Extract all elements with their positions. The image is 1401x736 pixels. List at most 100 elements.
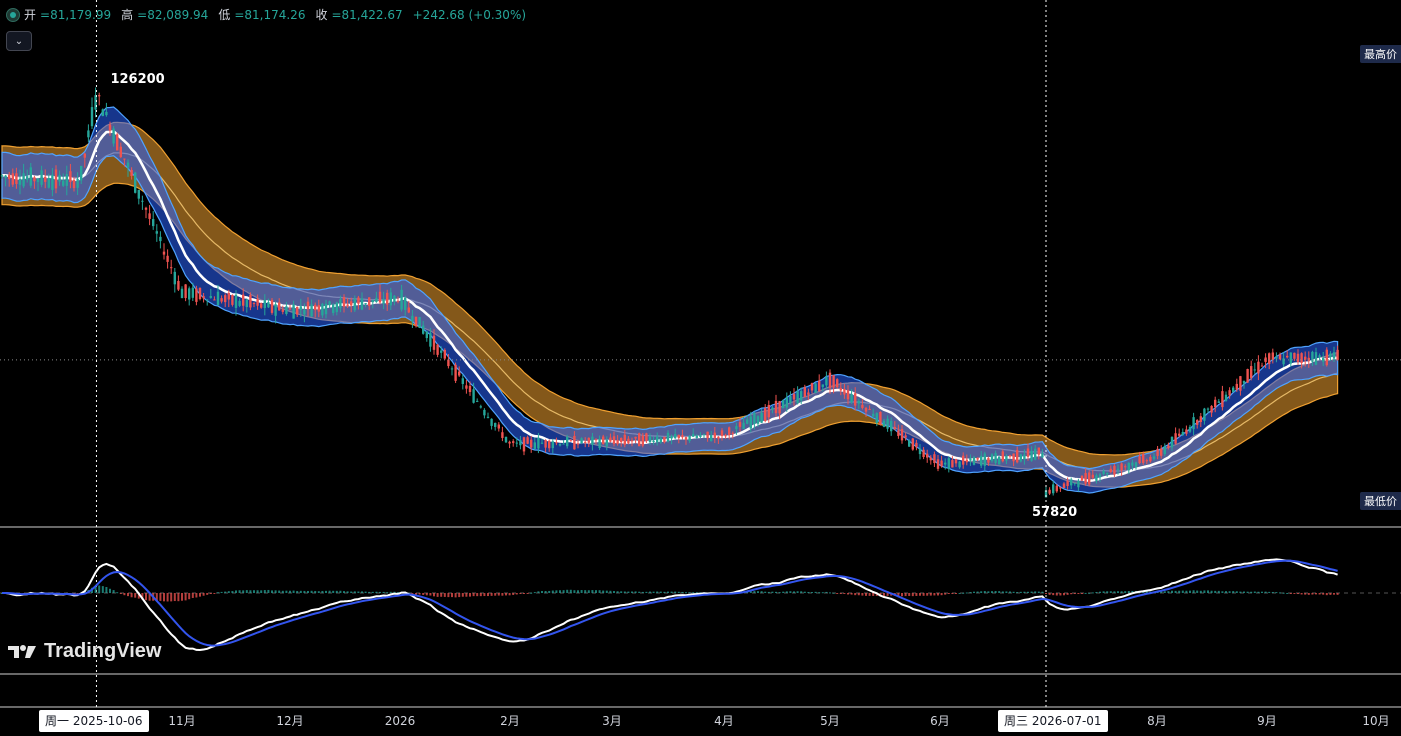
macd-histogram-bar xyxy=(667,591,669,593)
macd-histogram-bar xyxy=(1322,593,1325,595)
candle-body xyxy=(1163,446,1166,455)
macd-histogram-bar xyxy=(177,593,180,602)
macd-histogram-bar xyxy=(447,593,450,598)
macd-histogram-bar xyxy=(638,591,641,593)
macd-histogram-bar xyxy=(217,592,219,594)
candle-body xyxy=(454,364,457,381)
macd-histogram-bar xyxy=(296,590,299,593)
macd-histogram-bar xyxy=(1077,593,1080,594)
macd-histogram-bar xyxy=(587,590,590,593)
tradingview-logo[interactable]: TradingView xyxy=(8,640,161,663)
macd-histogram-bar xyxy=(145,593,147,601)
candle-body xyxy=(778,401,781,414)
candle-body xyxy=(504,436,508,443)
macd-histogram-bar xyxy=(436,593,439,597)
candle-body xyxy=(87,130,90,138)
candle-body xyxy=(746,419,749,424)
candle-body xyxy=(1192,417,1195,430)
candle-body xyxy=(1178,433,1181,436)
close-label: 收 xyxy=(315,8,328,22)
candle-body xyxy=(1214,399,1217,408)
chevron-down-icon: ⌄ xyxy=(14,35,24,47)
candle-body xyxy=(710,434,713,442)
macd-histogram-bar xyxy=(332,590,335,593)
macd-histogram-bar xyxy=(357,591,360,593)
candle-body xyxy=(65,174,68,186)
candle-body xyxy=(576,443,580,445)
macd-histogram-bar xyxy=(479,593,482,597)
candle-body xyxy=(1167,445,1170,448)
candle-body xyxy=(339,299,342,309)
candle-body xyxy=(904,435,907,438)
candle-body xyxy=(692,433,695,437)
candle-body xyxy=(875,413,878,423)
macd-histogram-bar xyxy=(213,593,216,594)
macd-histogram-bar xyxy=(278,590,281,593)
candle-body xyxy=(375,297,378,303)
candle-body xyxy=(443,349,446,359)
macd-histogram-bar xyxy=(839,593,842,594)
macd-histogram-bar xyxy=(591,590,594,593)
candle-body xyxy=(688,436,691,441)
macd-histogram-bar xyxy=(116,592,119,594)
candle-body xyxy=(803,387,806,398)
macd-histogram-bar xyxy=(1052,593,1055,596)
candle-body xyxy=(90,107,94,127)
candle-body xyxy=(72,179,76,189)
low-value: =81,174.26 xyxy=(234,7,306,22)
candle-body xyxy=(1304,356,1307,360)
candle-body xyxy=(11,173,14,185)
candle-body xyxy=(80,165,83,181)
candle-body xyxy=(152,219,155,227)
macd-histogram-bar xyxy=(803,591,806,593)
macd-histogram-bar xyxy=(1264,591,1267,593)
candle-body xyxy=(616,440,619,444)
candle-body xyxy=(494,422,497,427)
candle-body xyxy=(1188,426,1192,432)
macd-histogram-bar xyxy=(375,591,378,593)
time-tick-label: 6月 xyxy=(930,714,950,728)
candle-body xyxy=(1066,480,1069,486)
candle-body xyxy=(148,213,151,219)
candle-body xyxy=(202,296,205,299)
candle-body xyxy=(234,294,238,308)
macd-histogram-bar xyxy=(771,591,774,593)
candle-body xyxy=(958,461,961,468)
macd-histogram-bar xyxy=(353,591,356,593)
macd-histogram-bar xyxy=(238,590,241,593)
candle-body xyxy=(1037,447,1040,455)
candle-body xyxy=(1055,485,1058,492)
macd-histogram-bar xyxy=(983,591,986,593)
macd-histogram-bar xyxy=(976,591,979,593)
candle-body xyxy=(526,437,529,444)
candle-body xyxy=(1106,472,1109,475)
symbol-status-icon[interactable] xyxy=(6,7,20,22)
candle-body xyxy=(1026,448,1030,457)
candle-body xyxy=(1257,361,1260,374)
high-price-tag: 最高价 xyxy=(1360,45,1401,63)
macd-histogram-bar xyxy=(908,593,911,596)
collapse-legend-button[interactable]: ⌄ xyxy=(6,31,32,51)
macd-histogram-bar xyxy=(1282,592,1285,594)
macd-histogram-bar xyxy=(422,593,425,595)
candle-body xyxy=(346,304,349,307)
macd-histogram-bar xyxy=(1001,591,1004,593)
macd-histogram-bar xyxy=(627,591,630,593)
macd-histogram-bar xyxy=(490,593,493,596)
macd-histogram-bar xyxy=(1160,591,1163,593)
candle-body xyxy=(951,460,954,468)
candle-body xyxy=(1008,455,1012,457)
candle-body xyxy=(1296,353,1300,362)
candle-body xyxy=(764,408,767,421)
candle-body xyxy=(130,169,133,177)
open-value: =81,179.99 xyxy=(40,7,112,22)
macd-histogram-bar xyxy=(800,591,803,593)
extreme-price-label: 57820 xyxy=(1032,505,1077,520)
macd-histogram-bar xyxy=(1120,591,1123,593)
macd-histogram-bar xyxy=(1232,591,1235,593)
macd-histogram-bar xyxy=(602,590,605,593)
macd-histogram-bar xyxy=(1005,591,1008,593)
macd-histogram-bar xyxy=(584,590,587,593)
candle-body xyxy=(998,456,1001,465)
